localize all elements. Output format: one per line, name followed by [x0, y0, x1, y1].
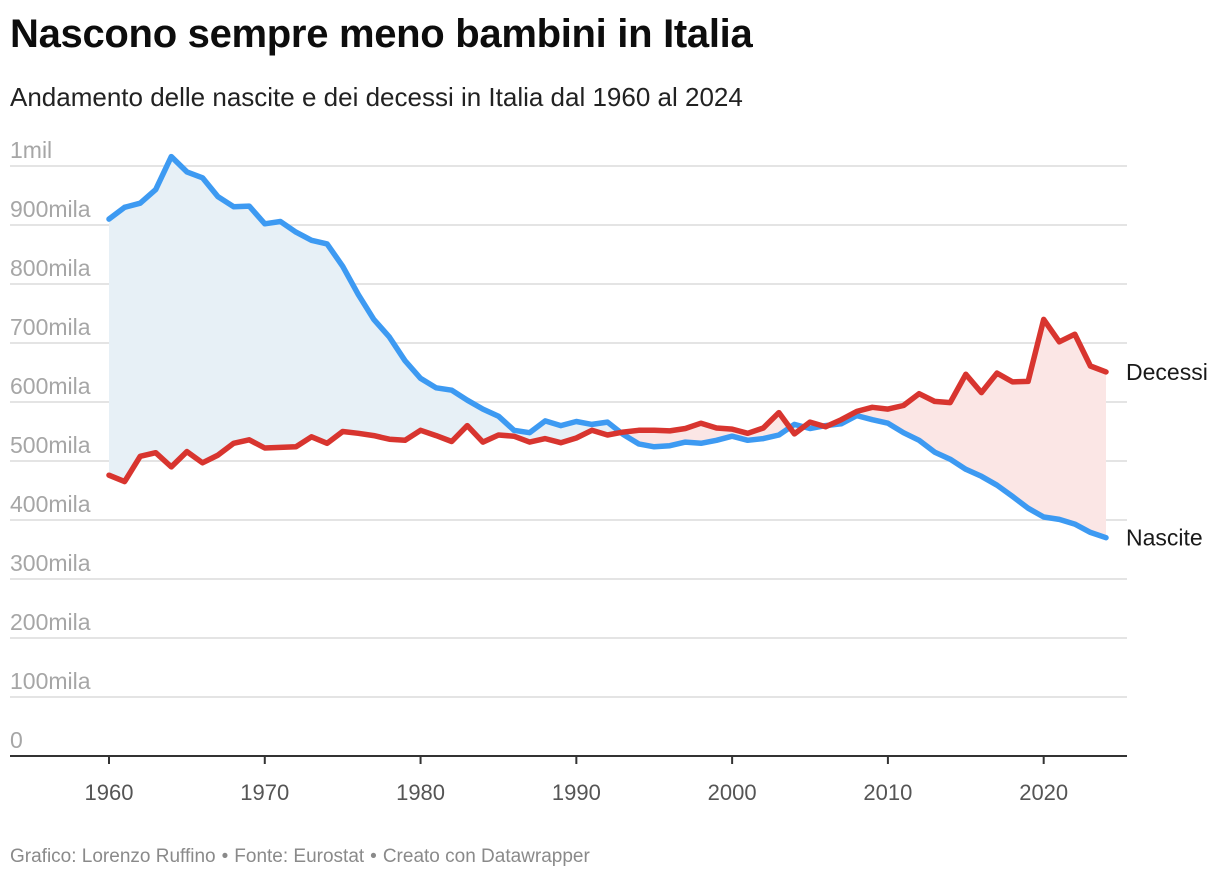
y-tick-label: 500mila: [10, 432, 91, 458]
chart-footer: Grafico: Lorenzo Ruffino • Fonte: Eurostat…: [10, 846, 590, 868]
x-axis-ticks: 1960 1970 1980 1990 2000 2010 2020: [85, 756, 1068, 805]
y-tick-label: 300mila: [10, 550, 91, 576]
series-labels: Nascite Decessi: [1126, 359, 1208, 551]
x-tick-label: 1960: [85, 780, 134, 805]
x-tick-label: 1980: [396, 780, 445, 805]
y-tick-label: 0: [10, 727, 23, 753]
series-lines: [106, 153, 1109, 541]
x-tick-label: 2020: [1019, 780, 1068, 805]
footer-tool: Creato con Datawrapper: [382, 846, 590, 867]
x-tick-label: 2000: [708, 780, 757, 805]
births-series-label: Nascite: [1126, 525, 1203, 551]
x-tick-label: 1970: [240, 780, 289, 805]
y-tick-label: 800mila: [10, 255, 91, 281]
births-line: [106, 153, 1109, 541]
y-axis-ticks: 0 100mila 200mila 300mila 400mila 500mila 600m…: [10, 137, 91, 753]
x-tick-label: 1990: [552, 780, 601, 805]
y-tick-label: 400mila: [10, 491, 91, 517]
births-surplus-area: [109, 156, 621, 482]
deaths-line: [106, 316, 1109, 485]
chart-title: Nascono sempre meno bambini in Italia: [10, 12, 753, 56]
chart-subtitle: Andamento delle nascite e dei decessi in…: [10, 82, 743, 112]
deaths-series-label: Decessi: [1126, 359, 1208, 385]
y-tick-label: 100mila: [10, 668, 91, 694]
y-tick-label: 600mila: [10, 373, 91, 399]
y-tick-label: 700mila: [10, 314, 91, 340]
footer-separator: •: [370, 846, 377, 867]
deaths-surplus-area: [829, 319, 1106, 538]
x-tick-label: 2010: [863, 780, 912, 805]
y-tick-label: 900mila: [10, 196, 91, 222]
footer-credit: Grafico: Lorenzo Ruffino: [10, 846, 216, 867]
y-tick-label: 1mil: [10, 137, 52, 163]
footer-source: Fonte: Eurostat: [234, 846, 365, 867]
footer-separator: •: [221, 846, 229, 867]
y-tick-label: 200mila: [10, 609, 91, 635]
